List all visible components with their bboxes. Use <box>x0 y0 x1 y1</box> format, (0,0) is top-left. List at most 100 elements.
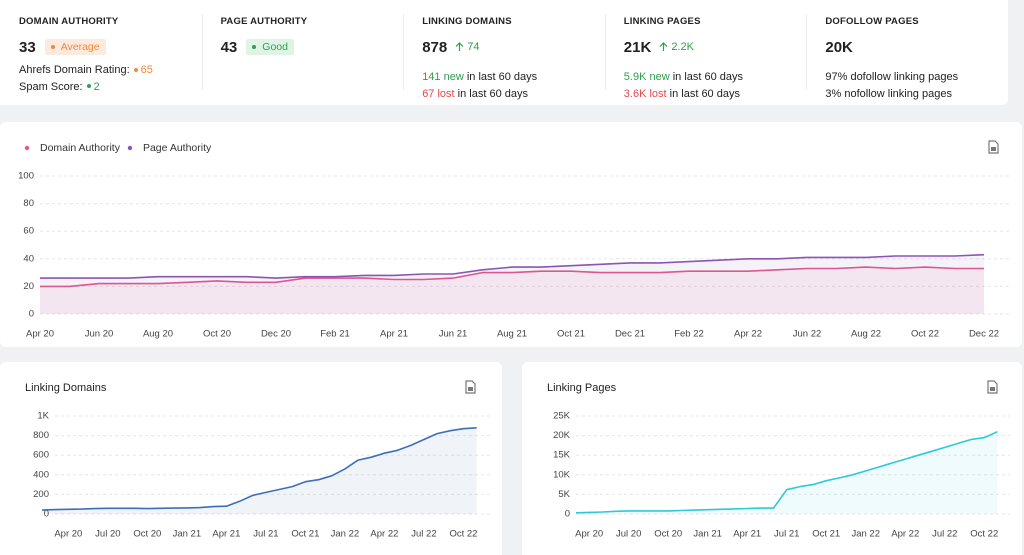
y-tick-label: 200 <box>33 489 49 500</box>
x-tick-label: Jun 22 <box>793 329 822 340</box>
y-tick-label: 15K <box>553 450 571 461</box>
legend-dot <box>127 145 133 151</box>
y-tick-label: 40 <box>23 253 34 264</box>
stat-value: 33 <box>19 38 36 56</box>
stat-line-part: 67 lost <box>422 87 455 100</box>
stat-line-part: 141 new <box>422 71 464 83</box>
stat: LINKING DOMAINS 878 74 141 new in last 60 d… <box>403 0 605 105</box>
stat-line-part: 3% nofollow linking pages <box>825 87 952 100</box>
stat-line: 3.6K lost in last 60 days <box>624 86 807 103</box>
stat: PAGE AUTHORITY 43 Good <box>201 0 404 105</box>
y-tick-label: 0 <box>29 309 34 320</box>
stat-line-part: 5.9K new <box>623 71 670 83</box>
y-tick-label: 800 <box>33 430 49 441</box>
y-tick-label: 20 <box>23 281 34 292</box>
legend-dot <box>24 145 30 151</box>
stat-line: 97% dofollow linking pages <box>825 69 1008 86</box>
y-tick-label: 1K <box>37 411 49 422</box>
stat-line: Spam Score: 2 <box>19 79 202 96</box>
stat-line-part: Spam Score: <box>19 80 83 93</box>
stat-line: 5.9K new in last 60 days <box>624 69 807 86</box>
badge: Average <box>44 39 106 55</box>
x-tick-label: Jul 20 <box>95 529 120 540</box>
export-icon[interactable] <box>465 380 476 394</box>
y-tick-label: 25K <box>553 411 571 422</box>
badge-dot <box>252 45 257 49</box>
y-tick-label: 600 <box>33 450 49 461</box>
x-tick-label: Oct 22 <box>449 529 477 540</box>
chart-title: Linking Domains <box>25 382 107 394</box>
chart-title: Linking Pages <box>547 382 617 394</box>
export-icon[interactable] <box>988 140 999 154</box>
y-tick-label: 80 <box>23 198 34 209</box>
x-tick-label: Jan 21 <box>173 529 202 540</box>
x-tick-label: Aug 20 <box>143 329 173 340</box>
change-text: 2.2K <box>671 41 694 53</box>
y-tick-label: 60 <box>23 226 34 237</box>
x-tick-label: Jan 22 <box>851 529 880 540</box>
x-tick-label: Oct 20 <box>203 329 231 340</box>
y-tick-label: 400 <box>33 469 49 480</box>
stat-lines: Ahrefs Domain Rating: 65 Spam Score: 2 <box>19 62 202 95</box>
legend-label: Domain Authority <box>40 142 121 154</box>
stat-line-part: Ahrefs Domain Rating: <box>19 64 130 76</box>
chart-card <box>522 362 1022 555</box>
x-tick-label: Oct 21 <box>557 329 585 340</box>
y-tick-label: 5K <box>558 489 570 500</box>
stat-line: 67 lost in last 60 days <box>422 86 605 103</box>
x-tick-label: Jul 20 <box>616 529 641 540</box>
y-tick-label: 0 <box>44 509 49 520</box>
stat-row: 43 Good <box>221 37 404 57</box>
legend-label: Page Authority <box>143 142 212 154</box>
stat-line-part: 2 <box>93 80 100 93</box>
stat-line-part: 3.6K lost <box>623 87 667 100</box>
export-icon[interactable] <box>987 380 998 394</box>
change: 2.2K <box>659 41 694 53</box>
x-tick-label: Jun 21 <box>439 329 468 340</box>
badge: Good <box>246 39 294 55</box>
x-tick-label: Apr 20 <box>26 329 54 340</box>
x-tick-label: Jul 22 <box>411 529 436 540</box>
value-dot <box>86 84 91 89</box>
stat: DOFOLLOW PAGES 20K 97% dofollow linking pa… <box>806 0 1008 105</box>
x-tick-label: Jan 22 <box>331 529 360 540</box>
stat-lines: 141 new in last 60 days 67 lost in last 6… <box>422 69 605 102</box>
x-tick-label: Oct 21 <box>291 529 319 540</box>
x-tick-label: Feb 21 <box>320 329 350 340</box>
stat-row: 21K 2.2K <box>624 37 807 57</box>
stat-title: DOMAIN AUTHORITY <box>19 16 119 27</box>
x-tick-label: Oct 21 <box>812 529 840 540</box>
x-tick-label: Jun 20 <box>85 329 114 340</box>
stat-title: LINKING PAGES <box>623 16 701 27</box>
stat-line: 3% nofollow linking pages <box>825 86 1008 103</box>
stat-line-part: in last 60 days <box>669 71 744 83</box>
y-tick-label: 100 <box>18 171 34 182</box>
x-tick-label: Aug 22 <box>851 329 881 340</box>
stat: LINKING PAGES 21K 2.2K 5.9K new in last 60 … <box>604 0 807 105</box>
x-tick-label: Apr 22 <box>891 529 919 540</box>
up-arrow <box>455 42 464 51</box>
change: 74 <box>455 41 479 53</box>
stat-row: 33 Average <box>19 37 202 57</box>
line <box>575 430 998 514</box>
y-tick-label: 0 <box>565 509 570 520</box>
x-tick-label: Oct 22 <box>970 529 998 540</box>
up-arrow <box>659 42 668 51</box>
x-tick-label: Apr 21 <box>212 529 240 540</box>
stat-line-part: in last 60 days <box>463 71 538 83</box>
stat-value: 21K <box>623 38 652 56</box>
stat-lines: 97% dofollow linking pages 3% nofollow li… <box>825 69 1008 102</box>
stat-title: LINKING DOMAINS <box>422 16 512 27</box>
y-tick-label: 20K <box>553 430 571 441</box>
line <box>40 253 985 279</box>
chart-card <box>0 122 1022 347</box>
badge-text: Good <box>262 41 288 53</box>
stat-value: 20K <box>825 38 853 56</box>
x-tick-label: Jul 22 <box>932 529 957 540</box>
x-tick-label: Apr 22 <box>370 529 398 540</box>
stats-card: DOMAIN AUTHORITY 33 Average Ahrefs Domain R… <box>0 0 1008 105</box>
x-tick-label: Dec 20 <box>261 329 291 340</box>
x-tick-label: Oct 20 <box>654 529 682 540</box>
